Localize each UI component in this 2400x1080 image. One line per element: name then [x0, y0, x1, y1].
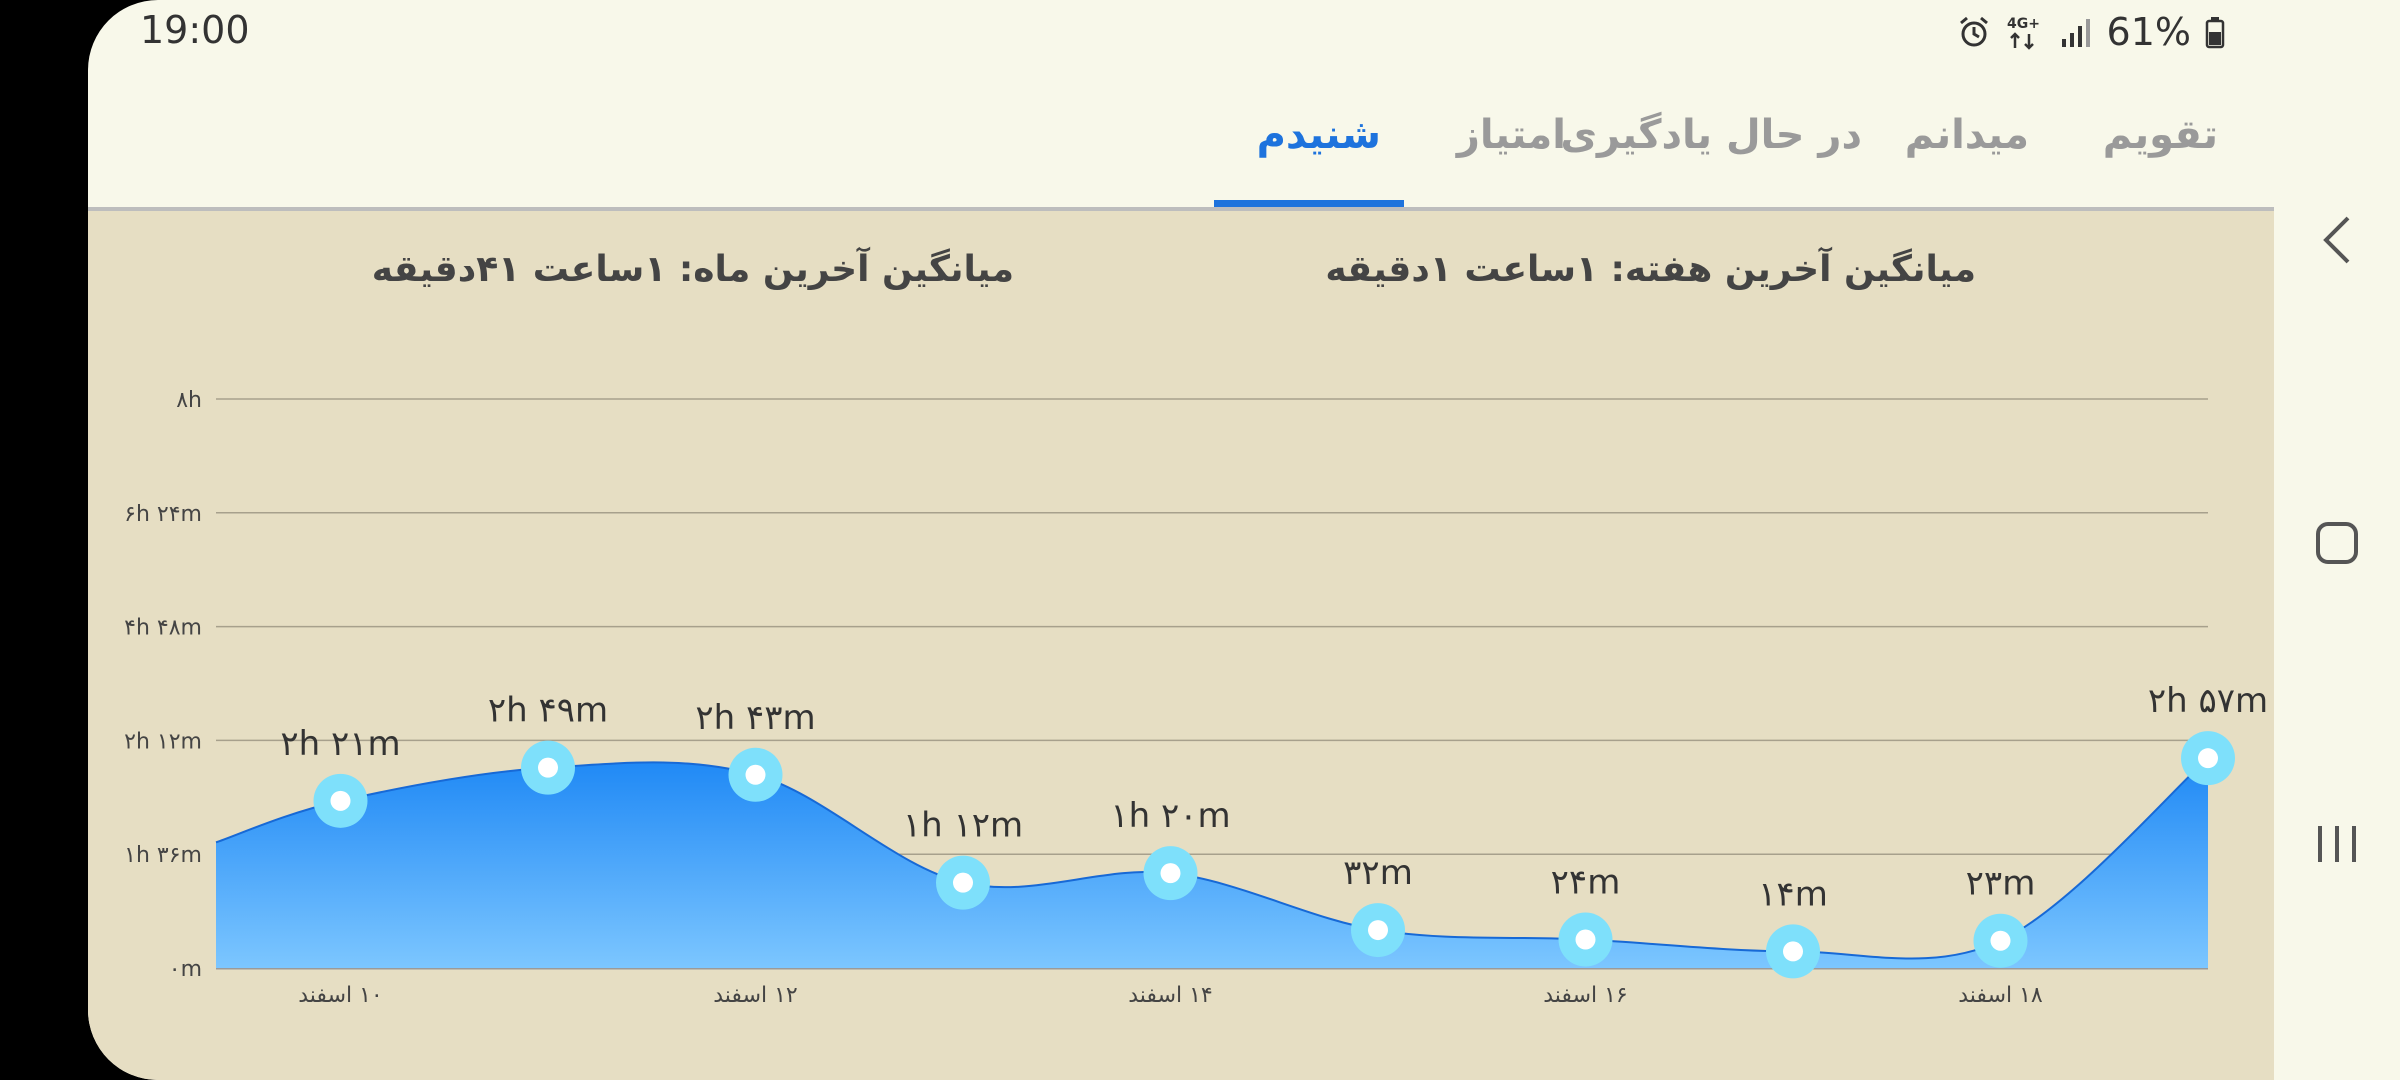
- phone-screen: 19:00 4G+ 61% تقویم میدانم در حال یادگیر…: [88, 0, 2400, 1080]
- signal-icon: [2059, 15, 2093, 49]
- data-label: ۱h ۲۰m: [1110, 796, 1230, 836]
- data-point-center: [2198, 748, 2218, 769]
- monthly-average: میانگین آخرین ماه: ۱ساعت ۴۱دقیقه: [371, 249, 1014, 290]
- y-tick-label: ۱h ۳۶m: [124, 843, 202, 868]
- data-point-center: [1160, 863, 1181, 884]
- data-label: ۲۴m: [1551, 863, 1621, 903]
- y-tick-label: ۲h ۱۲m: [124, 729, 202, 754]
- navigation-bar: [2274, 62, 2400, 1080]
- y-tick-label: ۰m: [169, 957, 202, 982]
- data-point-center: [1368, 920, 1388, 941]
- data-label: ۲h ۵۷m: [2148, 681, 2268, 721]
- recents-icon[interactable]: [2318, 826, 2356, 862]
- tab-heard[interactable]: شنیدم: [1256, 112, 1381, 158]
- data-label: ۲۳m: [1966, 864, 2036, 904]
- weekly-average: میانگین آخرین هفته: ۱ساعت ۱دقیقه: [1325, 249, 1976, 290]
- data-label: ۲h ۴۹m: [488, 691, 608, 731]
- data-label: ۲h ۴۳m: [695, 698, 815, 738]
- data-point-center: [745, 764, 766, 785]
- stats-panel: میانگین آخرین هفته: ۱ساعت ۱دقیقه میانگین…: [88, 211, 2274, 1080]
- data-point-center: [953, 872, 973, 893]
- tab-know[interactable]: میدانم: [1904, 112, 2029, 158]
- battery-icon: [2205, 15, 2225, 49]
- status-indicators: 4G+ 61%: [1957, 10, 2225, 54]
- status-time: 19:00: [140, 8, 250, 52]
- x-tick-label: ۱۶ اسفند: [1543, 983, 1628, 1008]
- tab-learning[interactable]: در حال یادگیری: [1560, 112, 1862, 158]
- listening-time-chart: ۰m ۱h ۳۶m ۲h ۱۲m ۴h ۴۸m ۶h ۲۴m ۸h ۱۰ اسفند ۱۲ ا…: [124, 388, 2268, 1008]
- data-label: ۱h ۱۲m: [903, 806, 1023, 846]
- battery-percent: 61%: [2106, 10, 2191, 54]
- data-point-center: [1990, 930, 2011, 951]
- y-tick-label: ۴h ۴۸m: [124, 616, 202, 641]
- x-tick-label: ۱۸ اسفند: [1958, 983, 2043, 1008]
- tab-calendar[interactable]: تقویم: [2102, 112, 2218, 158]
- back-icon[interactable]: [2323, 216, 2350, 264]
- data-point-center: [1575, 929, 1596, 950]
- data-label: ۳۲m: [1343, 853, 1413, 893]
- x-tick-label: ۱۰ اسفند: [298, 983, 383, 1008]
- chart-area: [216, 758, 2208, 968]
- tab-divider: [88, 207, 2274, 211]
- tab-score[interactable]: امتیاز: [1456, 112, 1566, 158]
- alarm-icon: [1957, 15, 1991, 49]
- network-type-label: 4G+: [2007, 16, 2040, 32]
- x-tick-label: ۱۲ اسفند: [713, 983, 798, 1008]
- data-point-center: [330, 790, 351, 811]
- data-label: ۲h ۲۱m: [280, 724, 400, 764]
- network-type-icon: 4G+: [2005, 14, 2045, 50]
- status-bar: 19:00 4G+ 61%: [88, 0, 2400, 62]
- x-tick-label: ۱۴ اسفند: [1128, 983, 1213, 1008]
- data-label: ۱۴m: [1758, 874, 1828, 914]
- home-icon[interactable]: [2316, 522, 2358, 564]
- y-tick-label: ۸h: [176, 388, 202, 413]
- active-tab-indicator: [1214, 200, 1404, 208]
- data-point-center: [538, 757, 558, 778]
- data-point-center: [1783, 941, 1803, 962]
- tab-bar: تقویم میدانم در حال یادگیری امتیاز شنیدم: [88, 62, 2274, 210]
- y-tick-label: ۶h ۲۴m: [124, 502, 202, 527]
